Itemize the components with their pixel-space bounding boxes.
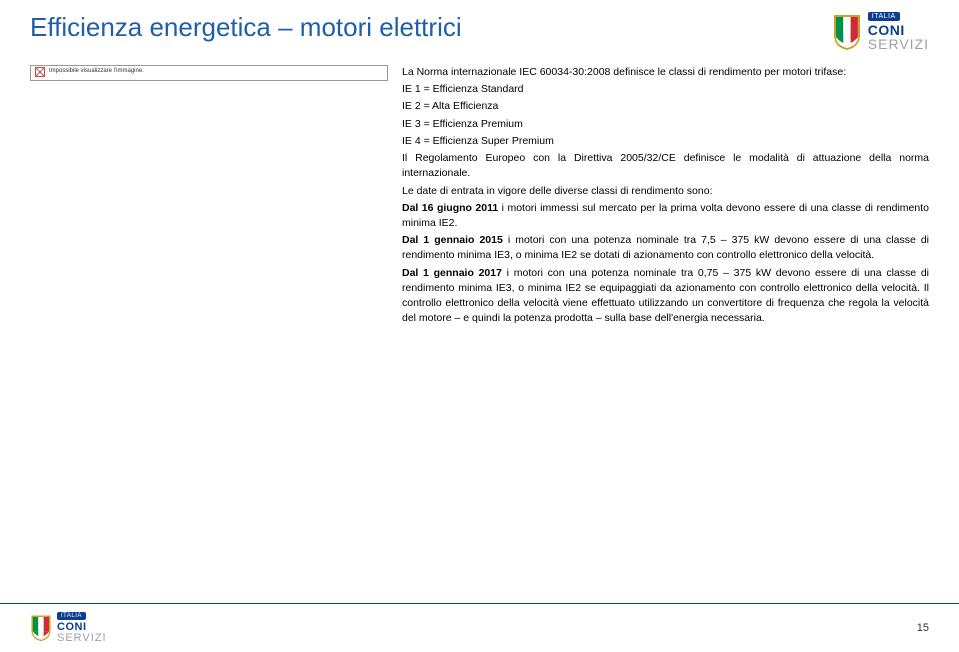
date-bold: Dal 1 gennaio 2017 [402,267,502,279]
logo-text-small: ITALIA CONI SERVIZI [57,612,107,644]
list-item: IE 4 = Efficienza Super Premium [402,134,929,149]
image-placeholder-box: Impossibile visualizzare l'immagine. [30,65,388,81]
logo-text: ITALIA CONI SERVIZI [868,12,929,51]
paragraph: La Norma internazionale IEC 60034-30:200… [402,65,929,80]
logo-italia-badge: ITALIA [868,12,900,21]
body-text: La Norma internazionale IEC 60034-30:200… [402,65,929,329]
page-title: Efficienza energetica – motori elettrici [30,12,462,43]
date-bold: Dal 1 gennaio 2015 [402,234,503,246]
logo-bottom: ITALIA CONI SERVIZI [30,612,107,644]
image-placeholder-text: Impossibile visualizzare l'immagine. [49,68,144,74]
shield-icon [832,13,862,51]
logo-servizi-text: SERVIZI [868,37,929,51]
paragraph: Dal 1 gennaio 2017 i motori con una pote… [402,266,929,327]
paragraph: Le date di entrata in vigore delle diver… [402,184,929,199]
date-bold: Dal 16 giugno 2011 [402,202,498,214]
logo-coni-text: CONI [868,23,929,37]
list-item: IE 2 = Alta Efficienza [402,99,929,114]
logo-italia-badge: ITALIA [57,612,86,620]
content: Impossibile visualizzare l'immagine. La … [0,51,959,329]
shield-icon [30,614,52,642]
logo-servizi-text: SERVIZI [57,633,107,644]
paragraph: Il Regolamento Europeo con la Direttiva … [402,151,929,181]
list-item: IE 3 = Efficienza Premium [402,117,929,132]
paragraph: Dal 16 giugno 2011 i motori immessi sul … [402,201,929,231]
missing-image-icon [35,67,45,77]
page-number: 15 [917,622,929,634]
paragraph: Dal 1 gennaio 2015 i motori con una pote… [402,233,929,263]
list-item: IE 1 = Efficienza Standard [402,82,929,97]
logo-top: ITALIA CONI SERVIZI [832,12,929,51]
footer: ITALIA CONI SERVIZI 15 [0,603,959,652]
header: Efficienza energetica – motori elettrici… [0,0,959,51]
